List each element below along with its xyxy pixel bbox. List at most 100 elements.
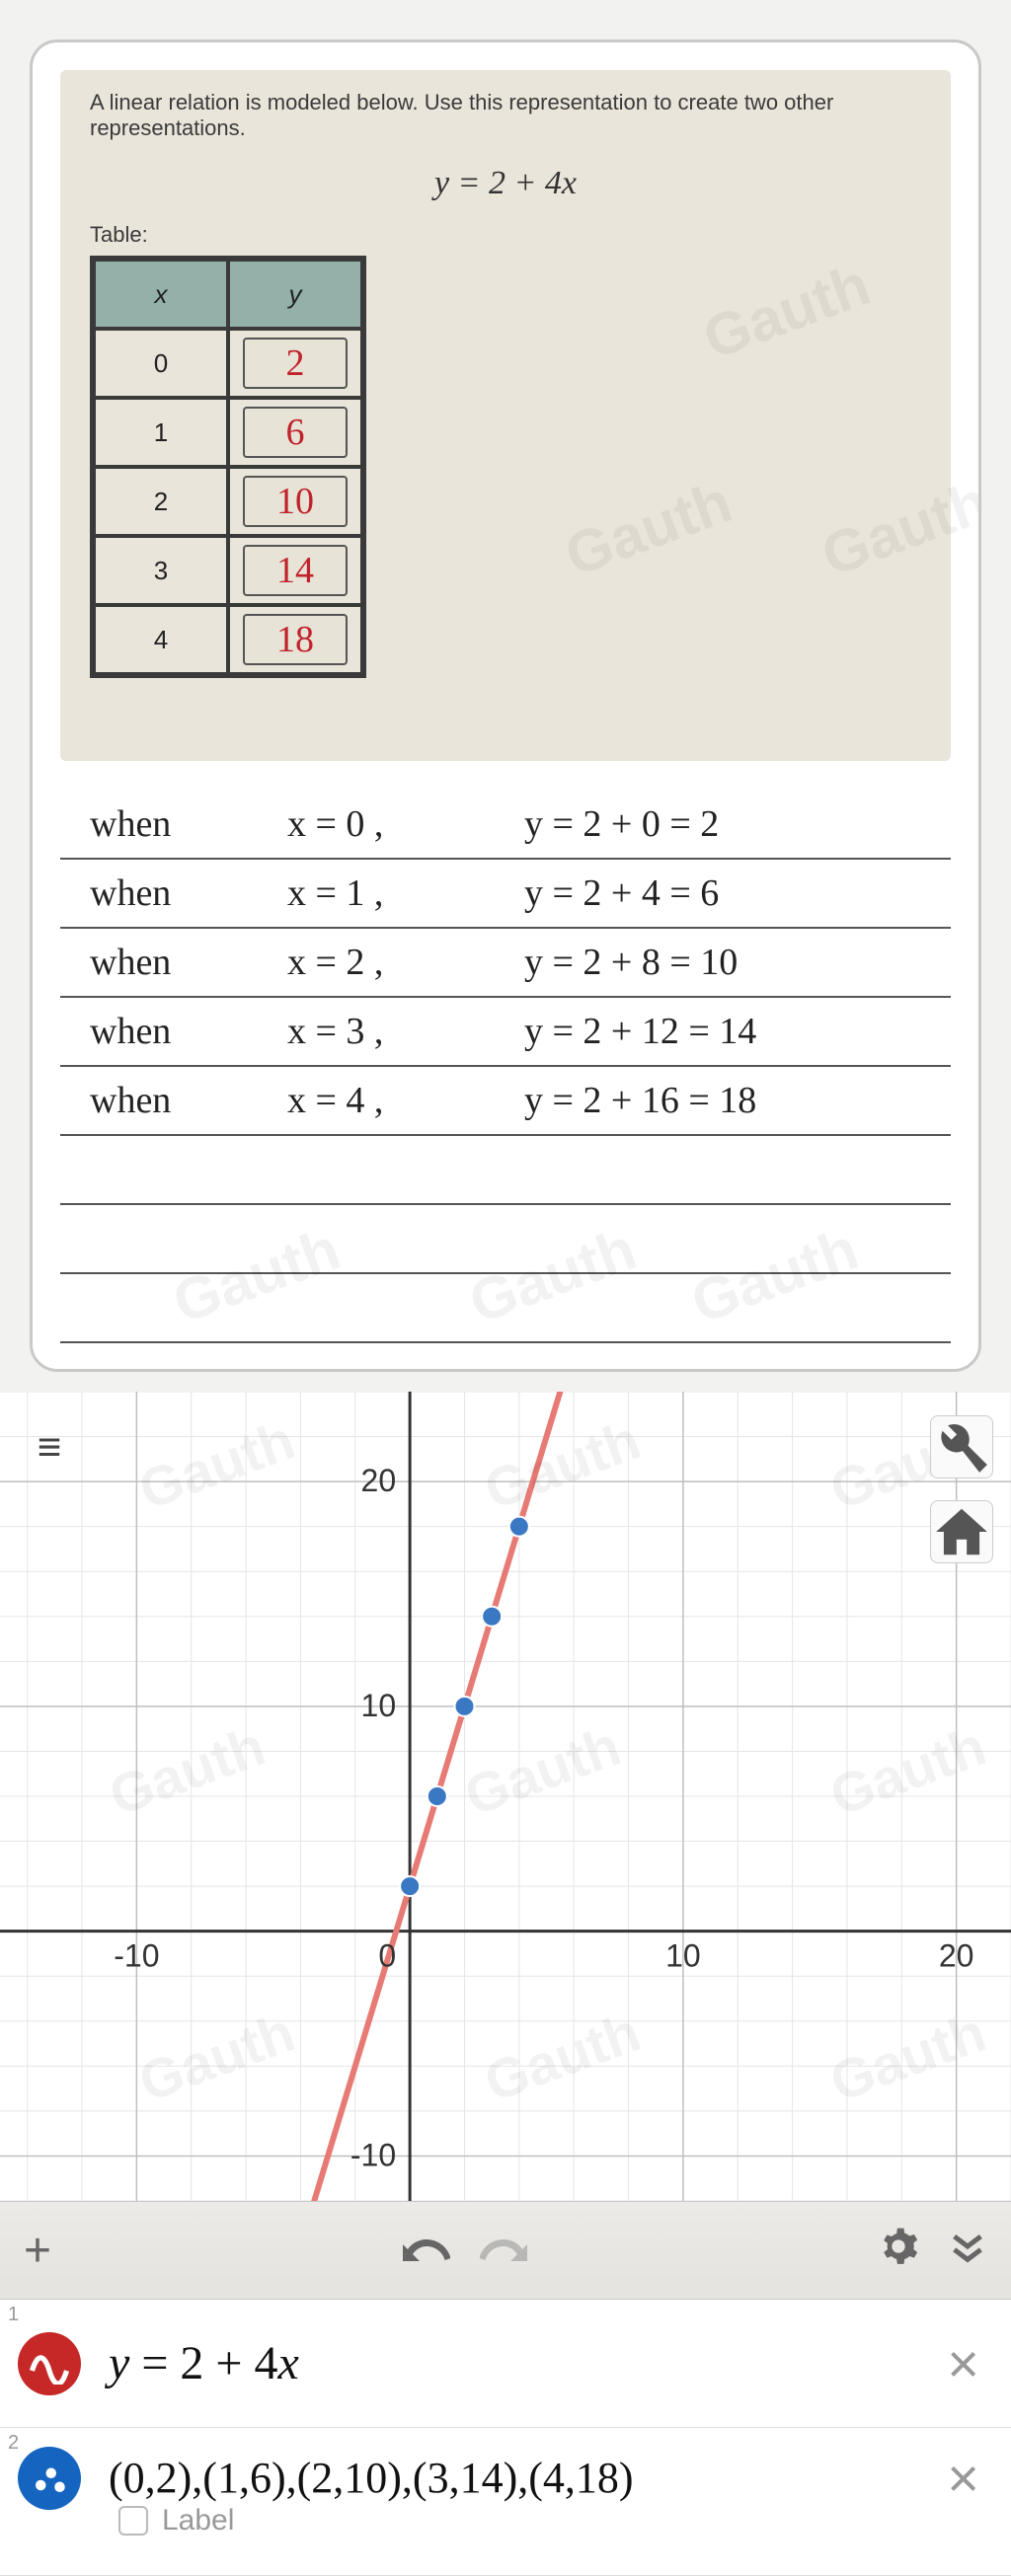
- table-cell-y: 10: [228, 467, 362, 536]
- when-x: x = 2 ,: [287, 941, 524, 984]
- equation-row[interactable]: 1 y = 2 + 4x ×: [0, 2300, 1011, 2428]
- settings-gear-button[interactable]: [879, 2224, 918, 2278]
- when-line: when x = 0 , y = 2 + 0 = 2: [60, 791, 951, 860]
- watermark: Gauth: [556, 467, 739, 589]
- when-x: x = 3 ,: [287, 1010, 524, 1053]
- svg-text:Gauth: Gauth: [822, 1714, 994, 1828]
- svg-text:10: 10: [361, 1688, 397, 1723]
- equation-delete-button[interactable]: ×: [939, 2331, 987, 2395]
- settings-wrench-button[interactable]: [930, 1415, 993, 1478]
- table-row: 4 18: [94, 605, 362, 674]
- wave-icon: [29, 2343, 70, 2385]
- svg-text:0: 0: [378, 1938, 396, 1974]
- problem-formula: y = 2 + 4x: [90, 165, 921, 202]
- svg-text:Gauth: Gauth: [822, 2001, 994, 2114]
- graph-svg[interactable]: -10 10 20 -10 10 20 0 Gauth Gauth Gauth Gauth Gauth…: [0, 1392, 1011, 2201]
- svg-text:-10: -10: [114, 1938, 159, 1974]
- hamburger-icon: ≡: [38, 1423, 62, 1471]
- svg-text:Gauth: Gauth: [477, 1408, 649, 1522]
- table-cell-y: 6: [228, 398, 362, 467]
- blank-line: [60, 1136, 951, 1205]
- hamburger-button[interactable]: ≡: [18, 1415, 81, 1478]
- table-cell-x: 0: [94, 329, 228, 398]
- svg-text:Gauth: Gauth: [457, 1714, 629, 1828]
- table-cell-y: 2: [228, 329, 362, 398]
- table-cell-x: 4: [94, 605, 228, 674]
- table-cell-x: 3: [94, 536, 228, 605]
- label-text: Label: [162, 2504, 234, 2538]
- equation-type-points-icon[interactable]: [18, 2447, 81, 2510]
- table-row: 3 14: [94, 536, 362, 605]
- equation-type-curve-icon[interactable]: [18, 2332, 81, 2395]
- gear-icon: [879, 2227, 918, 2266]
- table-cell-x: 2: [94, 467, 228, 536]
- when-line: when x = 4 , y = 2 + 16 = 18: [60, 1067, 951, 1136]
- table-header-y: y: [228, 260, 362, 329]
- when-y: y = 2 + 4 = 6: [524, 871, 951, 915]
- problem-photo: A linear relation is modeled below. Use …: [60, 70, 951, 761]
- svg-text:Gauth: Gauth: [131, 1408, 303, 1522]
- when-x: x = 1 ,: [287, 871, 524, 915]
- equation-toolbar: +: [0, 2201, 1011, 2300]
- equation-delete-button[interactable]: ×: [939, 2446, 987, 2510]
- redo-icon: [480, 2233, 527, 2266]
- when-word: when: [90, 871, 287, 915]
- table-header-row: x y: [94, 260, 362, 329]
- table-row: 1 6: [94, 398, 362, 467]
- table-cell-y: 18: [228, 605, 362, 674]
- svg-text:20: 20: [939, 1938, 974, 1974]
- table-label: Table:: [90, 222, 921, 248]
- handwritten-lines: when x = 0 , y = 2 + 0 = 2 when x = 1 , …: [60, 791, 951, 1343]
- when-word: when: [90, 1010, 287, 1053]
- when-x: x = 0 ,: [287, 802, 524, 846]
- add-button[interactable]: +: [24, 2224, 51, 2278]
- label-checkbox[interactable]: [118, 2506, 148, 2536]
- when-y: y = 2 + 8 = 10: [524, 941, 951, 984]
- svg-text:20: 20: [361, 1463, 397, 1498]
- equation-row[interactable]: 2 (0,2),(1,6),(2,10),(3,14),(4,18) × Lab…: [0, 2428, 1011, 2576]
- table-row: 2 10: [94, 467, 362, 536]
- svg-text:-10: -10: [350, 2137, 396, 2172]
- undo-button[interactable]: [403, 2224, 450, 2278]
- table-row: 0 2: [94, 329, 362, 398]
- when-y: y = 2 + 16 = 18: [524, 1079, 951, 1122]
- dots-icon: [29, 2458, 70, 2499]
- svg-text:Gauth: Gauth: [131, 2001, 303, 2114]
- blank-line: [60, 1205, 951, 1274]
- when-x: x = 4 ,: [287, 1079, 524, 1122]
- collapse-button[interactable]: [948, 2224, 987, 2278]
- wrench-icon: [931, 1416, 992, 1477]
- watermark: Gauth: [813, 467, 981, 589]
- problem-prompt: A linear relation is modeled below. Use …: [90, 90, 921, 141]
- equation-expression[interactable]: y = 2 + 4x: [109, 2336, 939, 2390]
- when-line: when x = 2 , y = 2 + 8 = 10: [60, 929, 951, 998]
- when-word: when: [90, 941, 287, 984]
- equation-row-number: 1: [8, 2304, 19, 2326]
- home-button[interactable]: [930, 1500, 993, 1563]
- table-cell-x: 1: [94, 398, 228, 467]
- when-line: when x = 1 , y = 2 + 4 = 6: [60, 860, 951, 929]
- svg-text:Gauth: Gauth: [102, 1714, 273, 1828]
- when-y: y = 2 + 0 = 2: [524, 802, 951, 846]
- redo-button[interactable]: [480, 2224, 527, 2278]
- svg-text:10: 10: [665, 1938, 701, 1974]
- notebook-panel: A linear relation is modeled below. Use …: [30, 39, 981, 1372]
- table-header-x: x: [94, 260, 228, 329]
- equation-list: 1 y = 2 + 4x × 2 (0,2),(1,6),(2,10),(3,1…: [0, 2300, 1011, 2576]
- when-y: y = 2 + 12 = 14: [524, 1010, 951, 1053]
- equation-row-number: 2: [8, 2432, 19, 2455]
- when-word: when: [90, 1079, 287, 1122]
- blank-line: [60, 1274, 951, 1343]
- svg-text:Gauth: Gauth: [477, 2001, 649, 2114]
- xy-table: x y 0 2 1 6 2 10 3 14 4 18: [90, 256, 366, 678]
- chevron-down-icon: [948, 2227, 987, 2266]
- label-option[interactable]: Label: [118, 2504, 234, 2557]
- graph-pane[interactable]: -10 10 20 -10 10 20 0 Gauth Gauth Gauth Gauth Gauth…: [0, 1392, 1011, 2201]
- equation-expression[interactable]: (0,2),(1,6),(2,10),(3,14),(4,18): [109, 2453, 939, 2503]
- when-line: when x = 3 , y = 2 + 12 = 14: [60, 998, 951, 1067]
- undo-icon: [403, 2233, 450, 2266]
- home-icon: [931, 1501, 992, 1562]
- when-word: when: [90, 802, 287, 846]
- watermark: Gauth: [694, 250, 878, 372]
- table-cell-y: 14: [228, 536, 362, 605]
